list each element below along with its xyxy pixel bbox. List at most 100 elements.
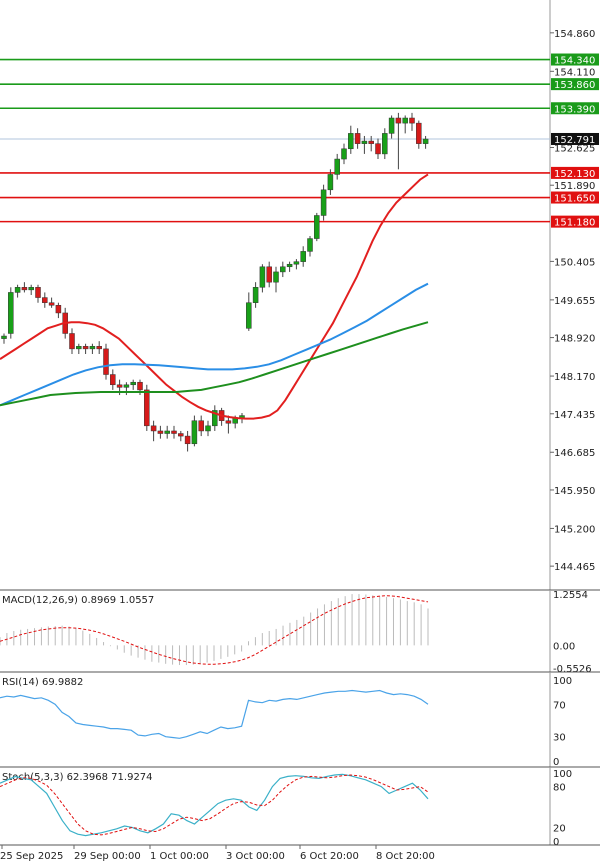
- time-tick-label: 3 Oct 00:00: [226, 851, 285, 862]
- stoch-tick-label: 20: [553, 823, 566, 834]
- candle-body: [286, 263, 293, 268]
- candle-body: [89, 346, 96, 350]
- candle-body: [212, 410, 218, 427]
- candle-body: [198, 420, 204, 432]
- candle-body: [327, 174, 334, 191]
- moving-average-line: [0, 173, 429, 420]
- price-tick-label: 145.200: [554, 524, 595, 535]
- price-tick-label: 151.890: [554, 181, 595, 192]
- level-label: 154.340: [554, 56, 595, 67]
- candle-body: [116, 384, 123, 388]
- time-tick-label: 25 Sep 2025: [0, 851, 63, 862]
- current-price-label: 152.791: [554, 135, 595, 146]
- level-tag: [551, 53, 599, 66]
- rsi-tick-label: 0: [553, 757, 559, 768]
- macd-panel: MACD(12,26,9) 0.8969 1.0557 1.2554 0.00 -0.…: [0, 589, 600, 675]
- candle-body: [395, 117, 402, 124]
- candle-body: [144, 389, 150, 427]
- candle-body: [361, 140, 368, 144]
- macd-tick-label: 1.2554: [553, 590, 588, 601]
- price-tick-label: 149.655: [554, 296, 595, 307]
- candle-body: [123, 384, 130, 388]
- candle-body: [130, 381, 136, 386]
- price-tick-label: 154.110: [554, 67, 595, 78]
- candle-body: [334, 158, 340, 175]
- rsi-tick-label: 30: [553, 733, 566, 744]
- candle-body: [28, 287, 34, 291]
- candle-body: [42, 297, 48, 303]
- candle-body: [382, 133, 388, 155]
- price-tick-label: 148.920: [554, 334, 595, 345]
- candle-body: [157, 430, 164, 434]
- candle-body: [178, 433, 184, 437]
- price-tick-label: 148.170: [554, 372, 595, 383]
- stoch-signal-line: [0, 774, 429, 836]
- candle-body: [422, 138, 429, 144]
- time-axis: 25 Sep 2025 29 Sep 00:00 1 Oct 00:00 3 Oct …: [0, 844, 600, 862]
- level-tag: [551, 191, 599, 204]
- candle-body: [171, 430, 177, 434]
- level-label: 152.130: [554, 169, 595, 180]
- candle-body: [8, 292, 14, 334]
- candle-body: [191, 420, 198, 445]
- price-tick-label: 152.625: [554, 144, 595, 155]
- stoch-label: Stoch(5,3,3) 62.3968 71.9274: [2, 772, 153, 783]
- level-label: 151.650: [554, 194, 595, 205]
- stochastic-panel: Stoch(5,3,3) 62.3968 71.9274 100 80 20 0: [0, 766, 600, 848]
- candle-body: [300, 251, 306, 262]
- rsi-panel: RSI(14) 69.9882 100 70 30 0: [0, 671, 600, 768]
- moving-average-line: [0, 321, 429, 407]
- candle-body: [252, 287, 259, 303]
- macd-label: MACD(12,26,9) 0.8969 1.0557: [2, 595, 154, 606]
- candle-body: [348, 133, 354, 150]
- moving-average-line: [0, 282, 429, 407]
- candle-body: [416, 122, 422, 144]
- candle-body: [96, 346, 102, 350]
- candle-body: [205, 425, 211, 432]
- candle-body: [375, 143, 381, 155]
- rsi-label: RSI(14) 69.9882: [2, 677, 83, 688]
- candle-body: [21, 287, 28, 291]
- macd-signal-line: [0, 595, 429, 665]
- candle-body: [273, 271, 279, 283]
- candle-body: [103, 348, 109, 375]
- candle-body: [14, 287, 21, 293]
- price-panel: 154.860 154.110 152.625 151.890 150.405 149.6…: [0, 0, 599, 590]
- candle-body: [368, 140, 374, 144]
- time-tick-label: 8 Oct 20:00: [376, 851, 435, 862]
- candle-body: [307, 238, 313, 252]
- candle-body: [409, 117, 415, 124]
- candle-body: [150, 425, 157, 432]
- candle-body: [293, 261, 300, 265]
- price-tick-label: 150.405: [554, 257, 595, 268]
- candle-body: [259, 266, 266, 288]
- candle-body: [35, 287, 41, 298]
- time-tick-label: 29 Sep 00:00: [74, 851, 141, 862]
- time-tick-label: 1 Oct 00:00: [150, 851, 209, 862]
- candle-body: [354, 133, 361, 144]
- stoch-tick-label: 80: [553, 783, 566, 794]
- level-tag: [551, 78, 599, 91]
- candle-body: [225, 420, 232, 424]
- price-tick-label: 146.685: [554, 448, 595, 459]
- candle-body: [320, 189, 327, 216]
- rsi-tick-label: 70: [553, 700, 566, 711]
- candle-body: [246, 302, 252, 329]
- level-label: 153.860: [554, 80, 595, 91]
- stoch-tick-label: 100: [553, 769, 572, 780]
- price-tick-label: 147.435: [554, 410, 595, 421]
- macd-tick-label: -0.5526: [553, 664, 592, 675]
- stoch-tick-label: 0: [553, 837, 559, 848]
- level-label: 151.180: [554, 218, 595, 229]
- candle-body: [1, 335, 7, 339]
- level-tag: [551, 102, 599, 115]
- candle-body: [388, 117, 395, 134]
- macd-tick-label: 0.00: [553, 641, 575, 652]
- candle-body: [280, 266, 286, 273]
- time-tick-label: 6 Oct 20:00: [300, 851, 359, 862]
- price-tick-label: 145.950: [554, 486, 595, 497]
- rsi-line: [0, 689, 429, 739]
- candle-body: [341, 148, 347, 160]
- price-tick-label: 154.860: [554, 29, 595, 40]
